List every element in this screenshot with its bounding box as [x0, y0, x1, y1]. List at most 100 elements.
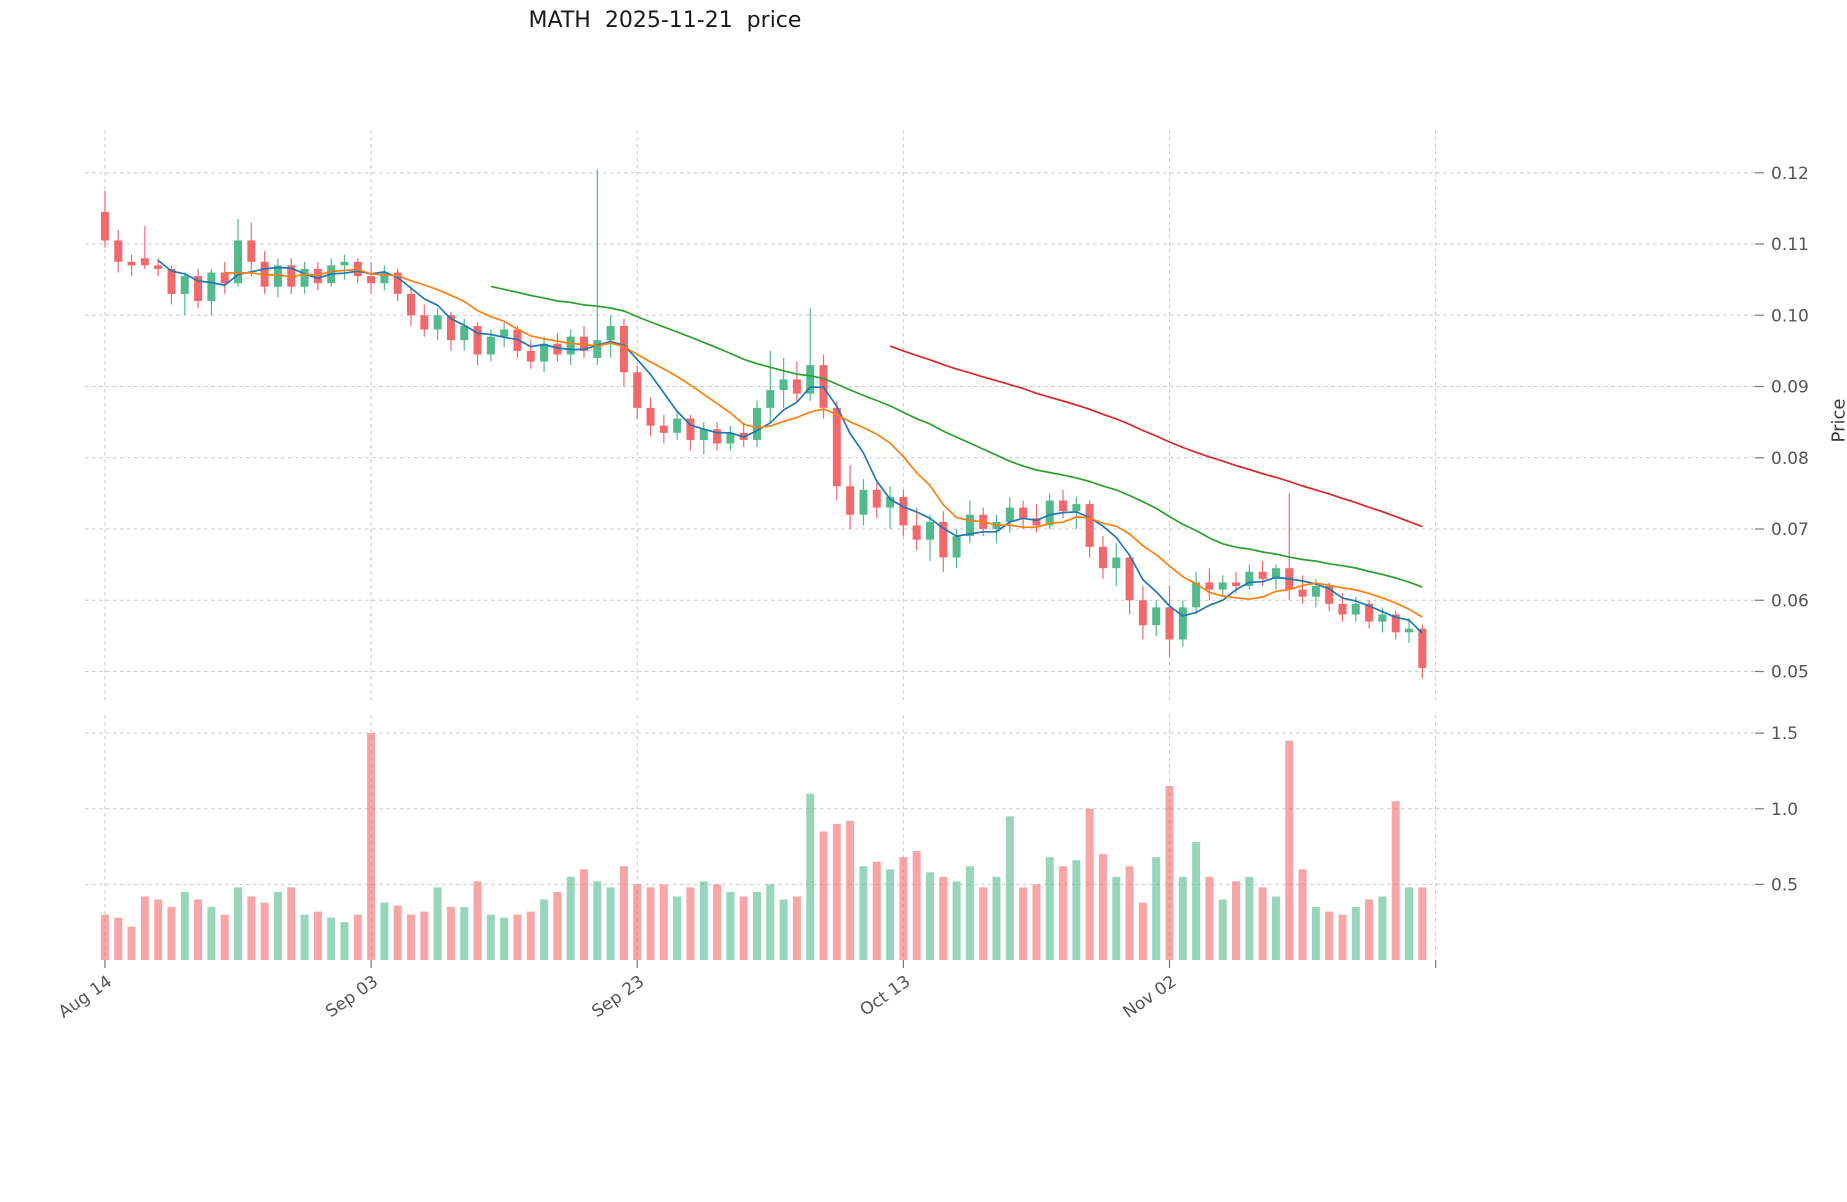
volume-tick-label: 0.5 [1771, 875, 1798, 895]
volume-bar [766, 884, 775, 960]
candle-body [1391, 614, 1400, 633]
volume-bar [553, 891, 562, 960]
candle-body [220, 272, 229, 284]
candle-body [273, 265, 282, 287]
candle-body [1112, 557, 1121, 569]
candle-body [1098, 546, 1107, 569]
volume-bar [1138, 902, 1147, 960]
volume-bar [1085, 808, 1094, 960]
price-tick-label: 0.07 [1771, 520, 1809, 540]
volume-bar [779, 899, 788, 960]
candle-body [1378, 614, 1387, 622]
candle-body [367, 276, 376, 284]
volume-bar [1152, 857, 1161, 960]
candle-body [633, 372, 642, 408]
candle-body [1019, 507, 1028, 519]
volume-bar [500, 917, 509, 960]
candle-body [912, 525, 921, 540]
price-tick-label: 0.11 [1771, 235, 1809, 255]
candle-body [114, 240, 123, 262]
candle-body [393, 272, 402, 294]
candle-body [899, 496, 908, 526]
x-tick-label: Nov 02 [1120, 972, 1181, 1023]
volume-bar [1418, 887, 1427, 960]
volume-bar [619, 866, 628, 960]
candle-body [420, 315, 429, 330]
volume-bar [659, 884, 668, 960]
candle-body [300, 268, 309, 287]
price-tick-label: 0.09 [1771, 378, 1809, 398]
volume-bar [1178, 876, 1187, 960]
volume-bar [872, 861, 881, 960]
candle-body [1338, 603, 1347, 615]
candle-body [1325, 586, 1334, 604]
candle-body [566, 336, 575, 355]
candle-body [886, 496, 895, 508]
chart-title: MATH 2025-11-21 price [528, 8, 802, 33]
candle-body [1165, 607, 1174, 640]
candle-body [806, 365, 815, 394]
volume-bar [407, 914, 416, 960]
ma-10-line [224, 268, 1423, 618]
volume-bar [673, 896, 682, 960]
price-axis-label: Price [1828, 398, 1847, 443]
volume-bar [580, 869, 589, 960]
volume-bar [1245, 876, 1254, 960]
price-tick-label: 0.05 [1771, 663, 1809, 683]
ma-30-line [490, 285, 1423, 588]
volume-bar [486, 914, 495, 960]
candle-body [1351, 603, 1360, 615]
candle-body [1032, 518, 1041, 526]
volume-bar [1271, 896, 1280, 960]
candle-body [473, 325, 482, 355]
volume-bar [460, 907, 469, 960]
candle-body [446, 315, 455, 341]
candle-body [752, 407, 761, 440]
candle-body [766, 390, 775, 408]
volume-bar [100, 914, 109, 960]
volume-bar [446, 907, 455, 960]
candle-body [1205, 582, 1214, 590]
volume-bar [420, 911, 429, 960]
volume-bar [965, 866, 974, 960]
candle-body [234, 240, 243, 284]
volume-bar [1045, 857, 1054, 960]
volume-bar [792, 896, 801, 960]
volume-bar [367, 733, 376, 960]
volume-bar [1059, 866, 1068, 960]
price-tick-label: 0.12 [1771, 164, 1809, 184]
volume-bar [739, 896, 748, 960]
candle-body [380, 272, 389, 284]
volume-bar [646, 887, 655, 960]
moving-average-lines [157, 259, 1423, 634]
volume-axis-label: Volume 106 [1826, 805, 1847, 937]
price-tick-label: 0.08 [1771, 449, 1809, 469]
candle-body [540, 343, 549, 362]
candle-body [1311, 586, 1320, 597]
candle-body [1258, 571, 1267, 579]
volume-bar [273, 891, 282, 960]
volume-bar [992, 876, 1001, 960]
price-tick-label: 0.06 [1771, 591, 1809, 611]
volume-bar [194, 899, 203, 960]
candle-body [1072, 504, 1081, 512]
volume-bar [154, 899, 163, 960]
volume-bar [752, 891, 761, 960]
candle-body [646, 407, 655, 426]
volume-bar [819, 831, 828, 960]
candle-body [1138, 600, 1147, 626]
candle-body [1405, 628, 1414, 633]
candle-body [939, 521, 948, 558]
x-tick-label: Oct 13 [857, 972, 915, 1021]
candle-body [247, 240, 256, 262]
candles [100, 169, 1427, 679]
volume-tick-label: 1.0 [1771, 800, 1798, 820]
candle-body [593, 340, 602, 358]
candle-body [859, 489, 868, 515]
candle-body [140, 258, 149, 266]
candle-body [1059, 500, 1068, 512]
volume-bar [925, 872, 934, 960]
volume-bar [327, 917, 336, 960]
candle-body [1045, 500, 1054, 526]
